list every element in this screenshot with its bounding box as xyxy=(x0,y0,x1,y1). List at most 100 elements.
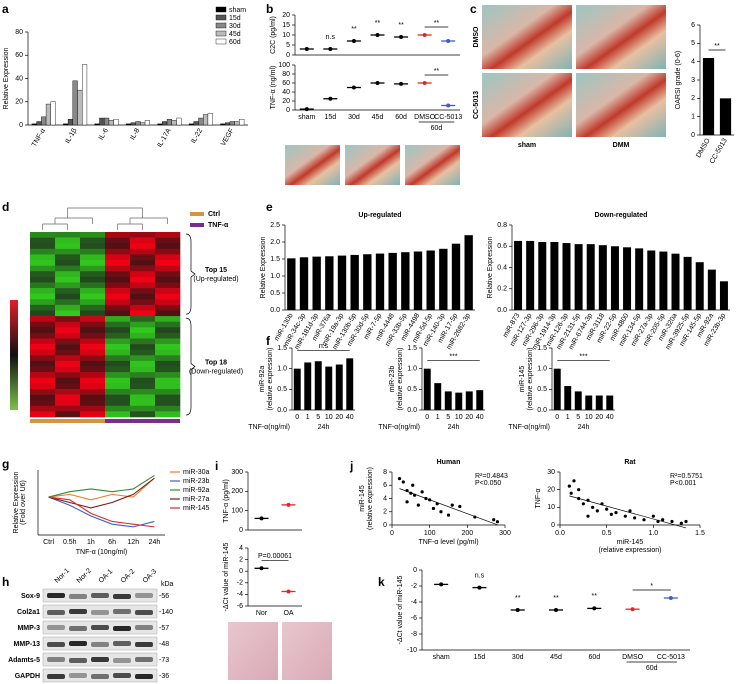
mean-dot xyxy=(477,585,482,590)
y-tick-label: 0.8 xyxy=(497,222,507,229)
point xyxy=(569,491,573,495)
x-tick-label: 6h xyxy=(108,539,116,546)
heat-cell xyxy=(80,248,106,255)
heat-cell xyxy=(80,265,106,272)
mean-dot xyxy=(668,596,673,600)
legend-swatch xyxy=(190,212,204,216)
row-label: MMP-13 xyxy=(14,641,41,648)
bar xyxy=(455,392,463,410)
heat-cell xyxy=(55,338,81,345)
band xyxy=(69,594,87,599)
heat-cell xyxy=(130,265,156,272)
x-tick-label: CC-5013 xyxy=(709,137,729,165)
band xyxy=(113,626,131,631)
heat-cell xyxy=(105,260,131,266)
column-label: DMM xyxy=(613,142,630,149)
point xyxy=(595,509,599,513)
y-tick-label: 100 xyxy=(278,62,290,69)
x-tick-label: 60d xyxy=(395,114,407,121)
bar xyxy=(623,247,632,310)
group-label: Top 15 xyxy=(205,267,227,274)
bar xyxy=(314,361,322,410)
heat-cell xyxy=(155,360,181,367)
mean-dot xyxy=(259,566,264,571)
bar xyxy=(719,98,732,135)
heat-cell xyxy=(105,243,131,250)
heat-cell xyxy=(105,366,131,373)
heat-cell xyxy=(30,377,56,384)
heat-cell xyxy=(80,254,106,261)
y-axis-label: miR-145 xyxy=(519,366,526,393)
heat-cell xyxy=(30,388,56,395)
heat-cell xyxy=(80,310,106,317)
x-tick-label: 0 xyxy=(555,414,559,421)
band xyxy=(113,673,131,678)
heat-cell xyxy=(105,265,131,272)
panel-label: k xyxy=(378,575,385,589)
y-tick-label: 10 xyxy=(547,504,555,511)
band xyxy=(113,609,131,614)
annotation: *** xyxy=(449,354,457,361)
point xyxy=(411,483,415,487)
heat-cell xyxy=(55,321,81,328)
y-tick-label: 0.0 xyxy=(407,407,417,414)
x-tick-label: 0.5h xyxy=(63,539,77,546)
heat-cell xyxy=(105,232,131,238)
mean-dot xyxy=(422,33,427,37)
x-tick-label: 0.0 xyxy=(555,530,565,537)
heat-cell xyxy=(130,360,156,367)
x-axis-label: TNF-α(ng/ml) xyxy=(378,424,420,431)
heat-cell xyxy=(155,288,181,294)
x-axis-label: TNF-α (10ng/ml) xyxy=(76,549,128,556)
y-tick-label: 10 xyxy=(282,32,290,39)
heat-cell xyxy=(130,388,156,395)
brace xyxy=(185,317,196,416)
bar xyxy=(229,121,235,126)
point xyxy=(450,503,454,507)
legend-label: 45d xyxy=(229,31,241,38)
line xyxy=(48,474,155,498)
heat-cell xyxy=(80,316,106,322)
point xyxy=(577,488,581,492)
heat-cell xyxy=(130,349,156,356)
y-axis-label: -ΔCt value of miR-145 xyxy=(223,542,230,611)
panel-label: d xyxy=(2,200,9,214)
heat-cell xyxy=(130,316,156,322)
y-tick-label: 1.0 xyxy=(270,273,280,280)
bar xyxy=(220,123,226,126)
y-tick-label: 0.4 xyxy=(497,264,507,271)
bar xyxy=(598,245,607,310)
heat-cell xyxy=(155,366,181,373)
row-label: Adamts-5 xyxy=(8,657,40,664)
bar xyxy=(113,118,119,126)
y-tick-label: 300 xyxy=(231,469,243,476)
heat-cell xyxy=(55,310,81,317)
panel-label: h xyxy=(2,575,9,589)
bar xyxy=(363,254,372,310)
bar xyxy=(375,253,385,310)
band xyxy=(91,657,109,662)
heat-cell xyxy=(105,276,131,283)
heat-cell xyxy=(130,304,156,311)
group-bar xyxy=(30,419,105,423)
x-tick-label: 40 xyxy=(476,414,484,421)
heat-cell xyxy=(55,411,81,418)
y-tick-label: -2 xyxy=(411,583,417,590)
bar xyxy=(562,243,571,310)
bar xyxy=(610,246,619,310)
lane-label: Nor-1 xyxy=(54,567,71,584)
y-tick-label: 40 xyxy=(282,89,290,96)
bar xyxy=(293,368,301,410)
y-axis-label: C2C (pg/ml) xyxy=(270,16,277,54)
heat-cell xyxy=(30,332,56,339)
heat-cell xyxy=(155,327,181,334)
heat-cell xyxy=(30,383,56,390)
heat-cell xyxy=(155,349,181,356)
heat-cell xyxy=(30,338,56,345)
y-tick-label: 2.5 xyxy=(270,222,280,229)
y-tick-label: 1.5 xyxy=(270,256,280,263)
chart-title: Up-regulated xyxy=(358,212,401,219)
row-label: DMSO xyxy=(473,26,480,48)
heat-cell xyxy=(105,383,131,390)
band xyxy=(47,625,65,630)
